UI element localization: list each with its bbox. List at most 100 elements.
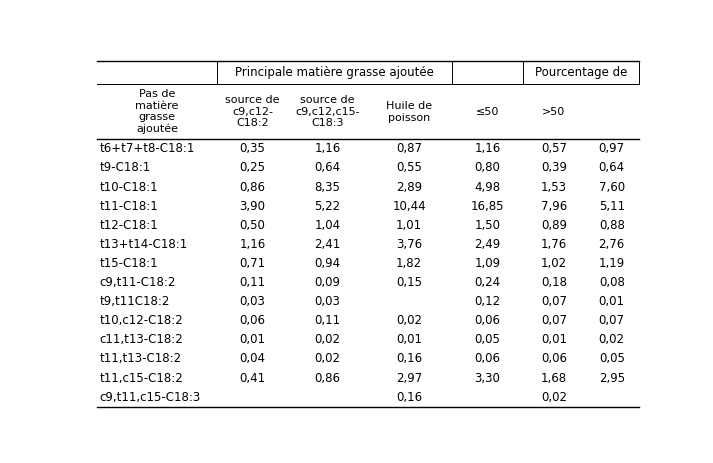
Text: 0,89: 0,89	[540, 219, 567, 232]
Text: 0,80: 0,80	[474, 162, 501, 175]
Text: 1,82: 1,82	[396, 257, 422, 270]
Text: 1,53: 1,53	[540, 181, 567, 194]
Text: 0,05: 0,05	[599, 352, 625, 365]
Text: 7,96: 7,96	[540, 200, 567, 213]
Text: 0,71: 0,71	[240, 257, 265, 270]
Text: 0,09: 0,09	[314, 276, 340, 289]
Text: 0,64: 0,64	[599, 162, 625, 175]
Text: Principale matière grasse ajoutée: Principale matière grasse ajoutée	[235, 66, 434, 79]
Text: t12-C18:1: t12-C18:1	[100, 219, 158, 232]
Text: 0,01: 0,01	[540, 333, 567, 346]
Text: 0,16: 0,16	[396, 391, 422, 404]
Text: 0,01: 0,01	[599, 295, 625, 308]
Text: 0,18: 0,18	[540, 276, 567, 289]
Text: 0,11: 0,11	[240, 276, 265, 289]
Text: 2,41: 2,41	[314, 238, 340, 251]
Text: 0,12: 0,12	[474, 295, 501, 308]
Text: 0,02: 0,02	[540, 391, 567, 404]
Text: 0,04: 0,04	[240, 352, 265, 365]
Text: 0,11: 0,11	[314, 314, 340, 327]
Text: 2,76: 2,76	[599, 238, 625, 251]
Text: 0,03: 0,03	[240, 295, 265, 308]
Text: 10,44: 10,44	[392, 200, 426, 213]
Text: 0,41: 0,41	[240, 372, 265, 385]
Text: c9,t11-C18:2: c9,t11-C18:2	[100, 276, 176, 289]
Text: 0,86: 0,86	[314, 372, 340, 385]
Text: t6+t7+t8-C18:1: t6+t7+t8-C18:1	[100, 143, 195, 156]
Text: Pas de
matière
grasse
ajoutée: Pas de matière grasse ajoutée	[135, 89, 179, 134]
Text: 1,16: 1,16	[240, 238, 265, 251]
Text: 0,24: 0,24	[474, 276, 501, 289]
Text: 0,25: 0,25	[240, 162, 265, 175]
Text: 0,06: 0,06	[540, 352, 567, 365]
Text: 1,68: 1,68	[540, 372, 567, 385]
Text: 0,06: 0,06	[474, 352, 501, 365]
Text: t11,c15-C18:2: t11,c15-C18:2	[100, 372, 183, 385]
Text: 0,02: 0,02	[314, 352, 340, 365]
Text: 0,64: 0,64	[314, 162, 340, 175]
Text: 0,01: 0,01	[240, 333, 265, 346]
Text: source de
c9,c12,c15-
C18:3: source de c9,c12,c15- C18:3	[295, 95, 359, 128]
Text: 5,22: 5,22	[314, 200, 340, 213]
Text: 0,08: 0,08	[599, 276, 625, 289]
Text: c11,t13-C18:2: c11,t13-C18:2	[100, 333, 183, 346]
Text: 0,55: 0,55	[396, 162, 422, 175]
Text: c9,t11,c15-C18:3: c9,t11,c15-C18:3	[100, 391, 201, 404]
Text: t11-C18:1: t11-C18:1	[100, 200, 158, 213]
Text: 0,03: 0,03	[314, 295, 340, 308]
Text: 2,49: 2,49	[474, 238, 501, 251]
Text: Pourcentage de: Pourcentage de	[535, 66, 627, 79]
Text: 1,09: 1,09	[474, 257, 501, 270]
Text: t15-C18:1: t15-C18:1	[100, 257, 158, 270]
Text: 3,90: 3,90	[240, 200, 265, 213]
Text: 0,07: 0,07	[540, 295, 567, 308]
Text: 5,11: 5,11	[599, 200, 625, 213]
Text: 0,01: 0,01	[396, 333, 422, 346]
Text: 0,50: 0,50	[240, 219, 265, 232]
Text: 1,19: 1,19	[599, 257, 625, 270]
Text: 1,01: 1,01	[396, 219, 422, 232]
Text: 0,02: 0,02	[599, 333, 625, 346]
Text: 1,16: 1,16	[474, 143, 501, 156]
Text: 1,04: 1,04	[314, 219, 340, 232]
Text: 1,02: 1,02	[540, 257, 567, 270]
Text: 2,95: 2,95	[599, 372, 625, 385]
Text: t10-C18:1: t10-C18:1	[100, 181, 158, 194]
Text: Huile de
poisson: Huile de poisson	[386, 101, 432, 123]
Text: t9-C18:1: t9-C18:1	[100, 162, 151, 175]
Text: 3,30: 3,30	[474, 372, 501, 385]
Text: 0,88: 0,88	[599, 219, 625, 232]
Text: 1,16: 1,16	[314, 143, 340, 156]
Text: 0,15: 0,15	[396, 276, 422, 289]
Text: 2,97: 2,97	[396, 372, 422, 385]
Text: 4,98: 4,98	[474, 181, 501, 194]
Text: 0,02: 0,02	[396, 314, 422, 327]
Text: 0,39: 0,39	[540, 162, 567, 175]
Text: 0,35: 0,35	[240, 143, 265, 156]
Text: 0,87: 0,87	[396, 143, 422, 156]
Text: t13+t14-C18:1: t13+t14-C18:1	[100, 238, 188, 251]
Text: 0,05: 0,05	[474, 333, 501, 346]
Text: t10,c12-C18:2: t10,c12-C18:2	[100, 314, 183, 327]
Text: 0,94: 0,94	[314, 257, 340, 270]
Text: t11,t13-C18:2: t11,t13-C18:2	[100, 352, 182, 365]
Text: t9,t11C18:2: t9,t11C18:2	[100, 295, 170, 308]
Text: 1,76: 1,76	[540, 238, 567, 251]
Text: 0,06: 0,06	[240, 314, 265, 327]
Text: 0,02: 0,02	[314, 333, 340, 346]
Text: ≤50: ≤50	[476, 106, 499, 117]
Text: 0,16: 0,16	[396, 352, 422, 365]
Text: 7,60: 7,60	[599, 181, 625, 194]
Text: 16,85: 16,85	[471, 200, 504, 213]
Text: 1,50: 1,50	[474, 219, 501, 232]
Text: >50: >50	[542, 106, 565, 117]
Text: 2,89: 2,89	[396, 181, 422, 194]
Text: 0,97: 0,97	[599, 143, 625, 156]
Text: 0,86: 0,86	[240, 181, 265, 194]
Text: 0,06: 0,06	[474, 314, 501, 327]
Text: 0,57: 0,57	[540, 143, 567, 156]
Text: 3,76: 3,76	[396, 238, 422, 251]
Text: 0,07: 0,07	[540, 314, 567, 327]
Text: 0,07: 0,07	[599, 314, 625, 327]
Text: 8,35: 8,35	[314, 181, 340, 194]
